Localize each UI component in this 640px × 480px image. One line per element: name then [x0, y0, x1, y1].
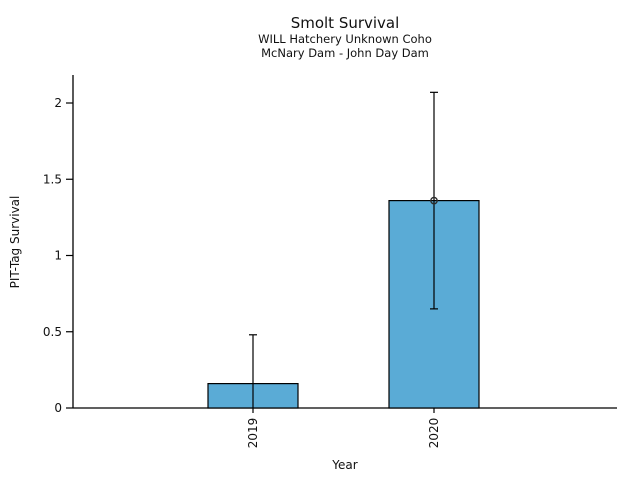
x-tick-label-2020: 2020 — [427, 418, 441, 449]
chart-title: Smolt Survival — [290, 14, 400, 32]
x-tick-label-2019: 2019 — [246, 418, 260, 449]
y-tick-label: 2 — [54, 96, 62, 110]
y-tick-label: 1.5 — [43, 172, 62, 186]
y-tick-label: 0 — [54, 401, 62, 415]
y-tick-label: 1 — [54, 249, 62, 263]
x-axis-label: Year — [332, 458, 358, 472]
chart-subtitle-reach: McNary Dam - John Day Dam — [261, 46, 429, 60]
point-marker-2020 — [430, 196, 438, 205]
y-tick-label: 0.5 — [43, 325, 62, 339]
chart-subtitle-hatchery: WILL Hatchery Unknown Coho — [258, 32, 432, 46]
